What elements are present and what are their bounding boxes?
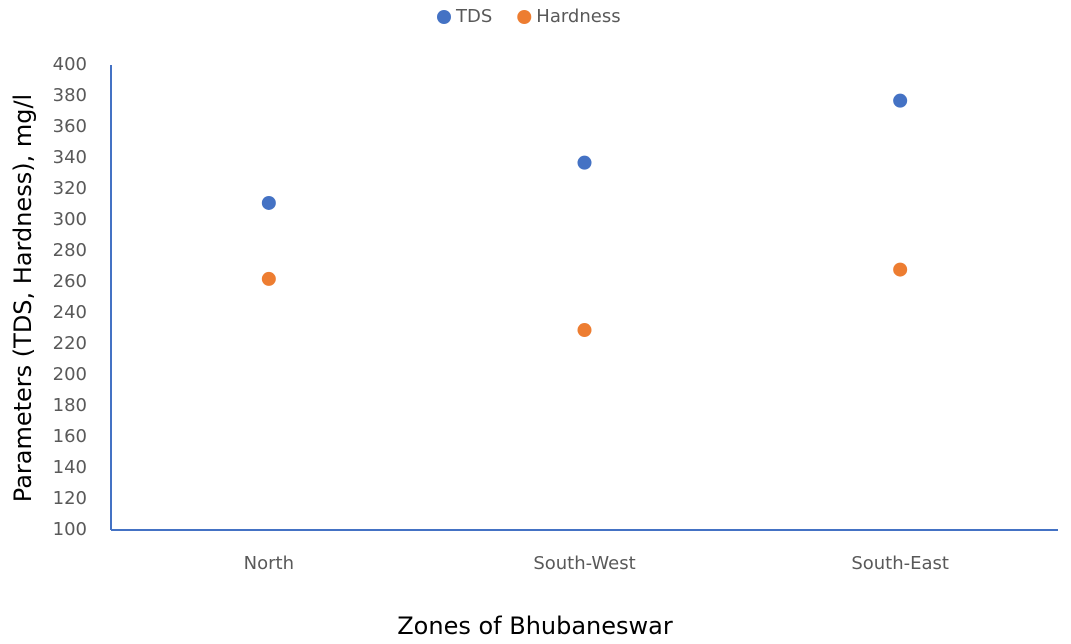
y-tick-label: 380: [53, 85, 87, 106]
point: [261, 195, 276, 210]
legend-marker: [437, 10, 451, 24]
y-tick-label: 320: [53, 178, 87, 199]
y-tick-label: 220: [53, 333, 87, 354]
y-tick-label: 200: [53, 364, 87, 385]
point: [577, 155, 592, 170]
point: [577, 323, 592, 338]
y-axis-title: Parameters (TDS, Hardness), mg/l: [9, 94, 37, 502]
x-axis-title: Zones of Bhubaneswar: [397, 612, 673, 640]
y-tick-label: 300: [53, 209, 87, 230]
y-tick-label: 160: [53, 426, 87, 447]
y-tick-label: 260: [53, 271, 87, 292]
y-tick-label: 120: [53, 488, 87, 509]
point: [893, 262, 908, 277]
x-tick-label: South-West: [533, 553, 635, 574]
y-tick-label: 180: [53, 395, 87, 416]
legend-label: TDS: [455, 6, 492, 27]
y-tick-label: 340: [53, 147, 87, 168]
y-tick-label: 360: [53, 116, 87, 137]
x-tick-label: South-East: [851, 553, 949, 574]
y-tick-label: 140: [53, 457, 87, 478]
y-tick-label: 100: [53, 519, 87, 540]
y-tick-label: 240: [53, 302, 87, 323]
y-tick-label: 280: [53, 240, 87, 261]
y-tick-label: 400: [53, 54, 87, 75]
x-tick-label: North: [244, 553, 294, 574]
point: [261, 271, 276, 286]
legend-label: Hardness: [536, 6, 620, 27]
point: [893, 93, 908, 108]
legend-marker: [517, 10, 532, 24]
